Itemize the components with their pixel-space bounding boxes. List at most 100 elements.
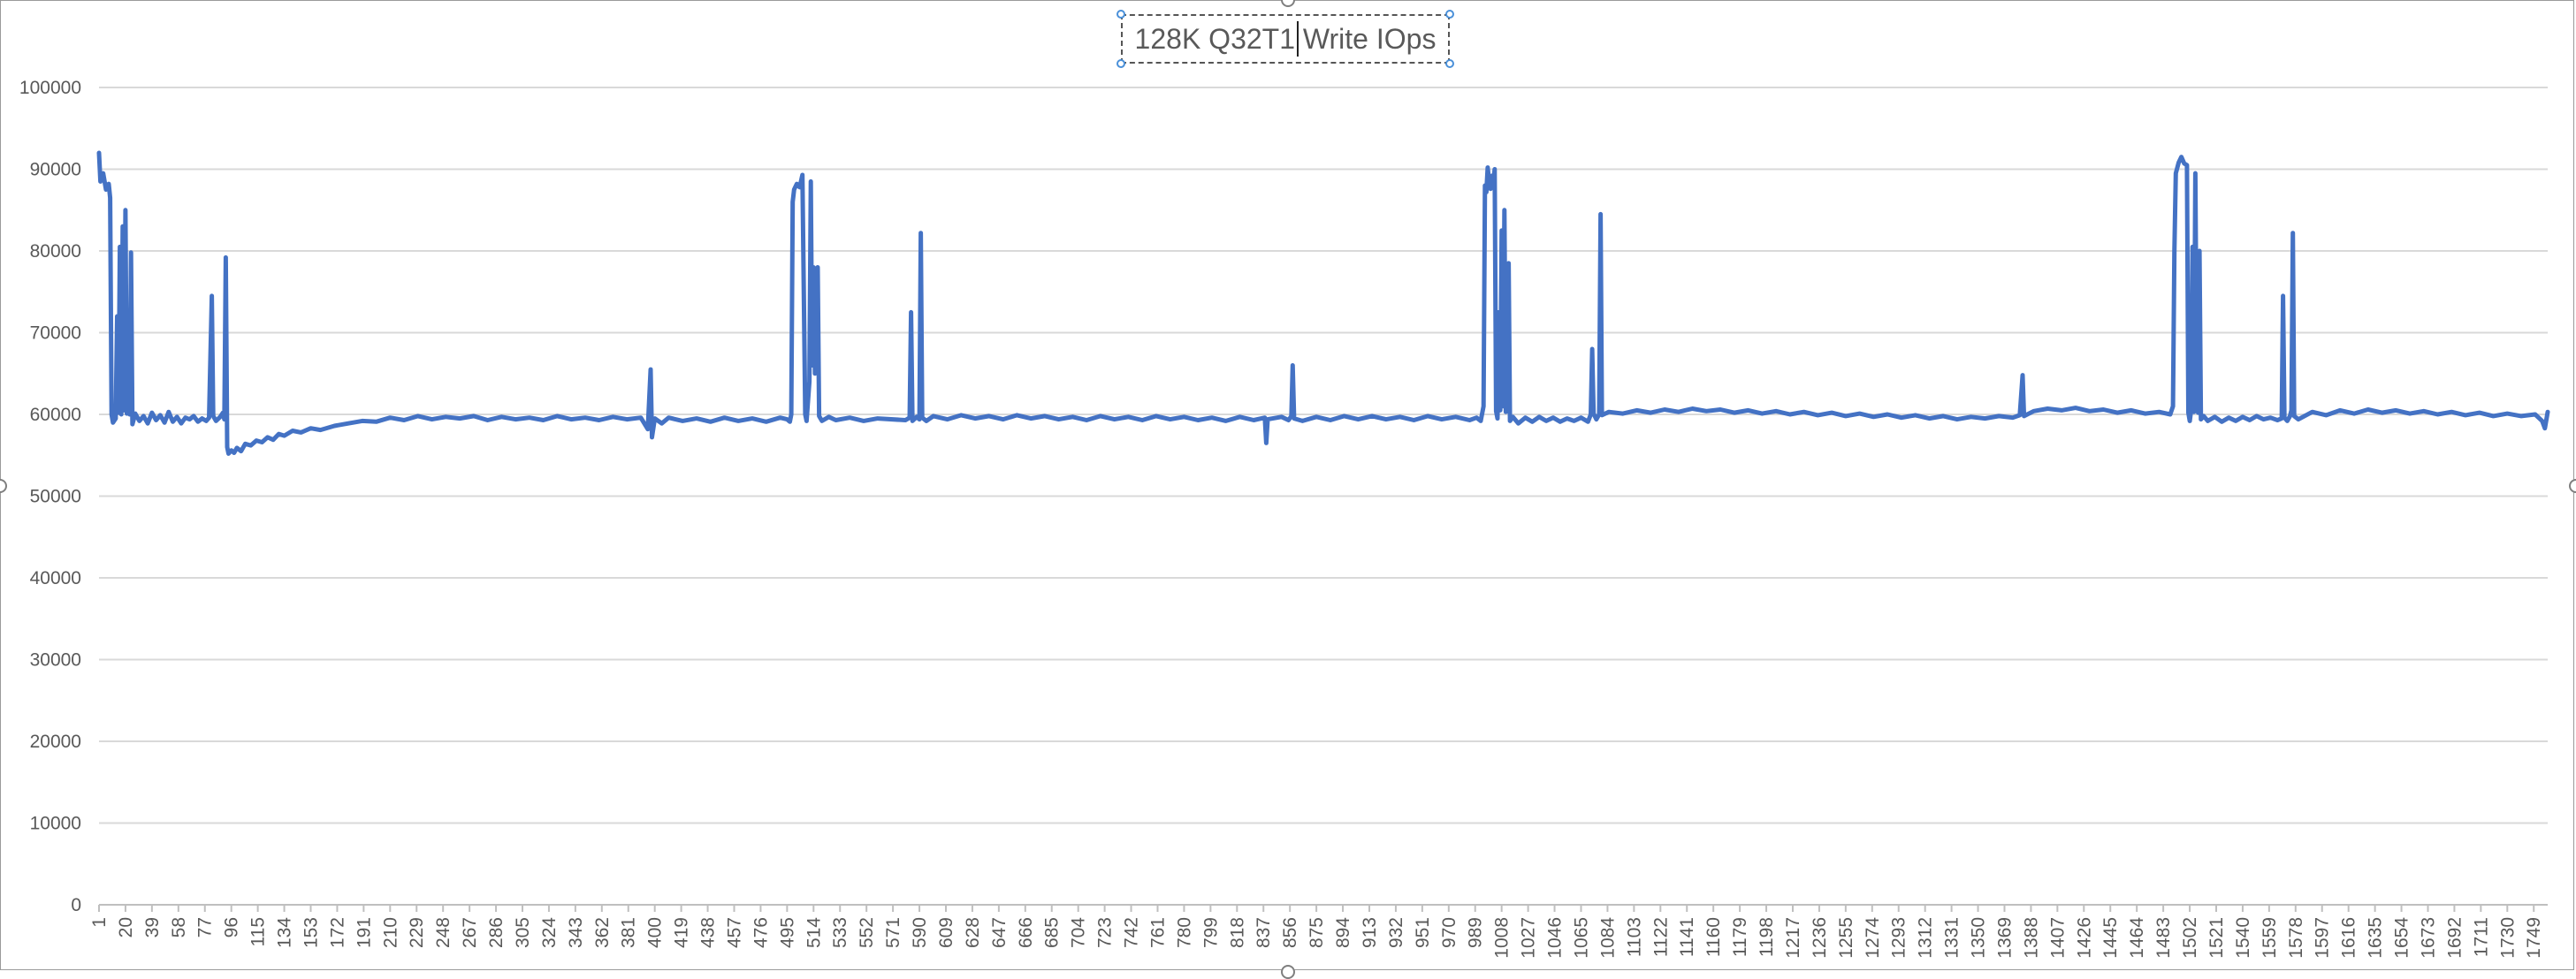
y-tick-label: 10000 — [30, 814, 81, 834]
title-resize-handle-top-right[interactable] — [1445, 10, 1454, 19]
y-tick-label: 0 — [71, 895, 81, 915]
x-tick-label: 286 — [486, 917, 507, 948]
x-tick-label: 1293 — [1889, 917, 1909, 959]
x-tick-label: 1483 — [2153, 917, 2174, 959]
x-tick-label: 799 — [1200, 917, 1221, 948]
x-axis-tick-labels: 1 20 39 58 77 96 115 134 153 172 191 210 229 248 267 28… — [89, 905, 2544, 959]
x-tick-label: 77 — [195, 917, 216, 937]
x-tick-label: 1559 — [2260, 917, 2280, 959]
x-tick-label: 1730 — [2497, 917, 2518, 959]
x-tick-label: 723 — [1095, 917, 1116, 948]
x-tick-label: 1141 — [1677, 917, 1697, 957]
x-tick-label: 856 — [1280, 917, 1300, 948]
x-tick-label: 1369 — [1994, 917, 2015, 959]
x-tick-label: 1673 — [2418, 917, 2438, 959]
x-tick-label: 153 — [301, 917, 321, 948]
x-tick-label: 533 — [830, 917, 850, 948]
x-tick-label: 343 — [566, 917, 586, 948]
x-tick-label: 685 — [1042, 917, 1063, 948]
x-tick-label: 134 — [275, 917, 295, 948]
x-tick-label: 1350 — [1969, 917, 1989, 959]
gridlines — [99, 87, 2548, 906]
series-layer — [96, 150, 2550, 456]
y-tick-label: 80000 — [30, 241, 81, 262]
x-tick-label: 229 — [407, 917, 427, 948]
y-tick-label: 100000 — [19, 78, 81, 98]
y-tick-label: 40000 — [30, 568, 81, 588]
x-tick-label: 1521 — [2206, 917, 2227, 959]
x-tick-label: 970 — [1439, 917, 1459, 948]
x-tick-label: 457 — [724, 917, 744, 948]
x-tick-label: 20 — [116, 917, 136, 937]
x-tick-label: 381 — [619, 917, 639, 948]
x-tick-label: 1464 — [2127, 917, 2147, 959]
x-tick-label: 666 — [1016, 917, 1036, 948]
x-tick-label: 1540 — [2233, 917, 2253, 959]
x-tick-label: 1084 — [1597, 917, 1618, 959]
x-tick-label: 476 — [751, 917, 771, 948]
x-tick-label: 1331 — [1942, 917, 1962, 959]
x-tick-label: 761 — [1147, 917, 1168, 948]
series-line[interactable] — [96, 150, 2550, 456]
x-tick-label: 932 — [1386, 917, 1406, 948]
x-tick-label: 1597 — [2313, 917, 2333, 959]
y-tick-label: 50000 — [30, 487, 81, 507]
x-tick-label: 400 — [645, 917, 666, 948]
x-tick-label: 951 — [1413, 917, 1433, 948]
x-tick-label: 191 — [354, 917, 374, 948]
x-tick-label: 818 — [1227, 917, 1247, 948]
x-tick-label: 1274 — [1863, 917, 1883, 959]
chart-resize-handle-bottom[interactable] — [1281, 965, 1295, 979]
x-tick-label: 590 — [910, 917, 930, 948]
x-tick-label: 1407 — [2047, 917, 2068, 959]
x-tick-label: 1236 — [1810, 917, 1830, 959]
title-resize-handle-bottom-right[interactable] — [1445, 59, 1454, 68]
y-tick-label: 70000 — [30, 323, 81, 344]
x-tick-label: 419 — [672, 917, 692, 948]
x-tick-label: 248 — [433, 917, 453, 948]
x-tick-label: 1445 — [2100, 917, 2121, 959]
y-tick-label: 90000 — [30, 160, 81, 180]
x-tick-label: 324 — [539, 917, 560, 948]
x-tick-label: 1217 — [1783, 917, 1803, 959]
x-tick-label: 647 — [989, 917, 1010, 948]
x-tick-label: 305 — [513, 917, 533, 948]
title-resize-handle-bottom-left[interactable] — [1117, 59, 1125, 68]
y-axis-tick-labels: 0 10000 20000 30000 40000 50000 60000 70000 8000… — [19, 78, 81, 915]
x-tick-label: 913 — [1360, 917, 1380, 948]
x-tick-label: 704 — [1069, 917, 1089, 948]
x-tick-label: 780 — [1174, 917, 1194, 948]
x-tick-label: 1179 — [1730, 917, 1750, 957]
x-tick-label: 438 — [698, 917, 719, 948]
x-tick-label: 1198 — [1757, 917, 1777, 957]
x-tick-label: 495 — [777, 917, 797, 948]
x-tick-label: 115 — [248, 917, 269, 946]
title-resize-handle-top-left[interactable] — [1117, 10, 1125, 19]
chart-resize-handle-right[interactable] — [2569, 479, 2576, 493]
x-tick-label: 1692 — [2444, 917, 2465, 959]
x-tick-label: 1578 — [2286, 917, 2306, 959]
x-tick-label: 1160 — [1703, 917, 1724, 957]
x-tick-label: 1711 — [2471, 917, 2491, 957]
x-tick-label: 1426 — [2074, 917, 2094, 959]
x-tick-label: 1065 — [1571, 917, 1591, 959]
x-tick-label: 1616 — [2339, 917, 2359, 959]
x-tick-label: 552 — [857, 917, 877, 948]
x-tick-label: 1027 — [1519, 917, 1539, 959]
x-tick-label: 362 — [592, 917, 613, 948]
x-tick-label: 1122 — [1650, 917, 1671, 957]
x-tick-label: 1749 — [2524, 917, 2544, 959]
x-tick-label: 1502 — [2180, 917, 2200, 959]
x-tick-label: 1046 — [1545, 917, 1566, 959]
x-tick-label: 1312 — [1916, 917, 1936, 959]
x-tick-label: 1654 — [2392, 917, 2412, 959]
y-tick-label: 30000 — [30, 650, 81, 671]
x-tick-label: 609 — [936, 917, 956, 948]
chart-title[interactable]: 128K Q32T1 Write IOps — [1121, 14, 1450, 64]
x-tick-label: 1255 — [1836, 917, 1856, 959]
x-tick-label: 172 — [327, 917, 347, 948]
text-cursor — [1297, 21, 1299, 57]
x-tick-label: 267 — [460, 917, 480, 948]
